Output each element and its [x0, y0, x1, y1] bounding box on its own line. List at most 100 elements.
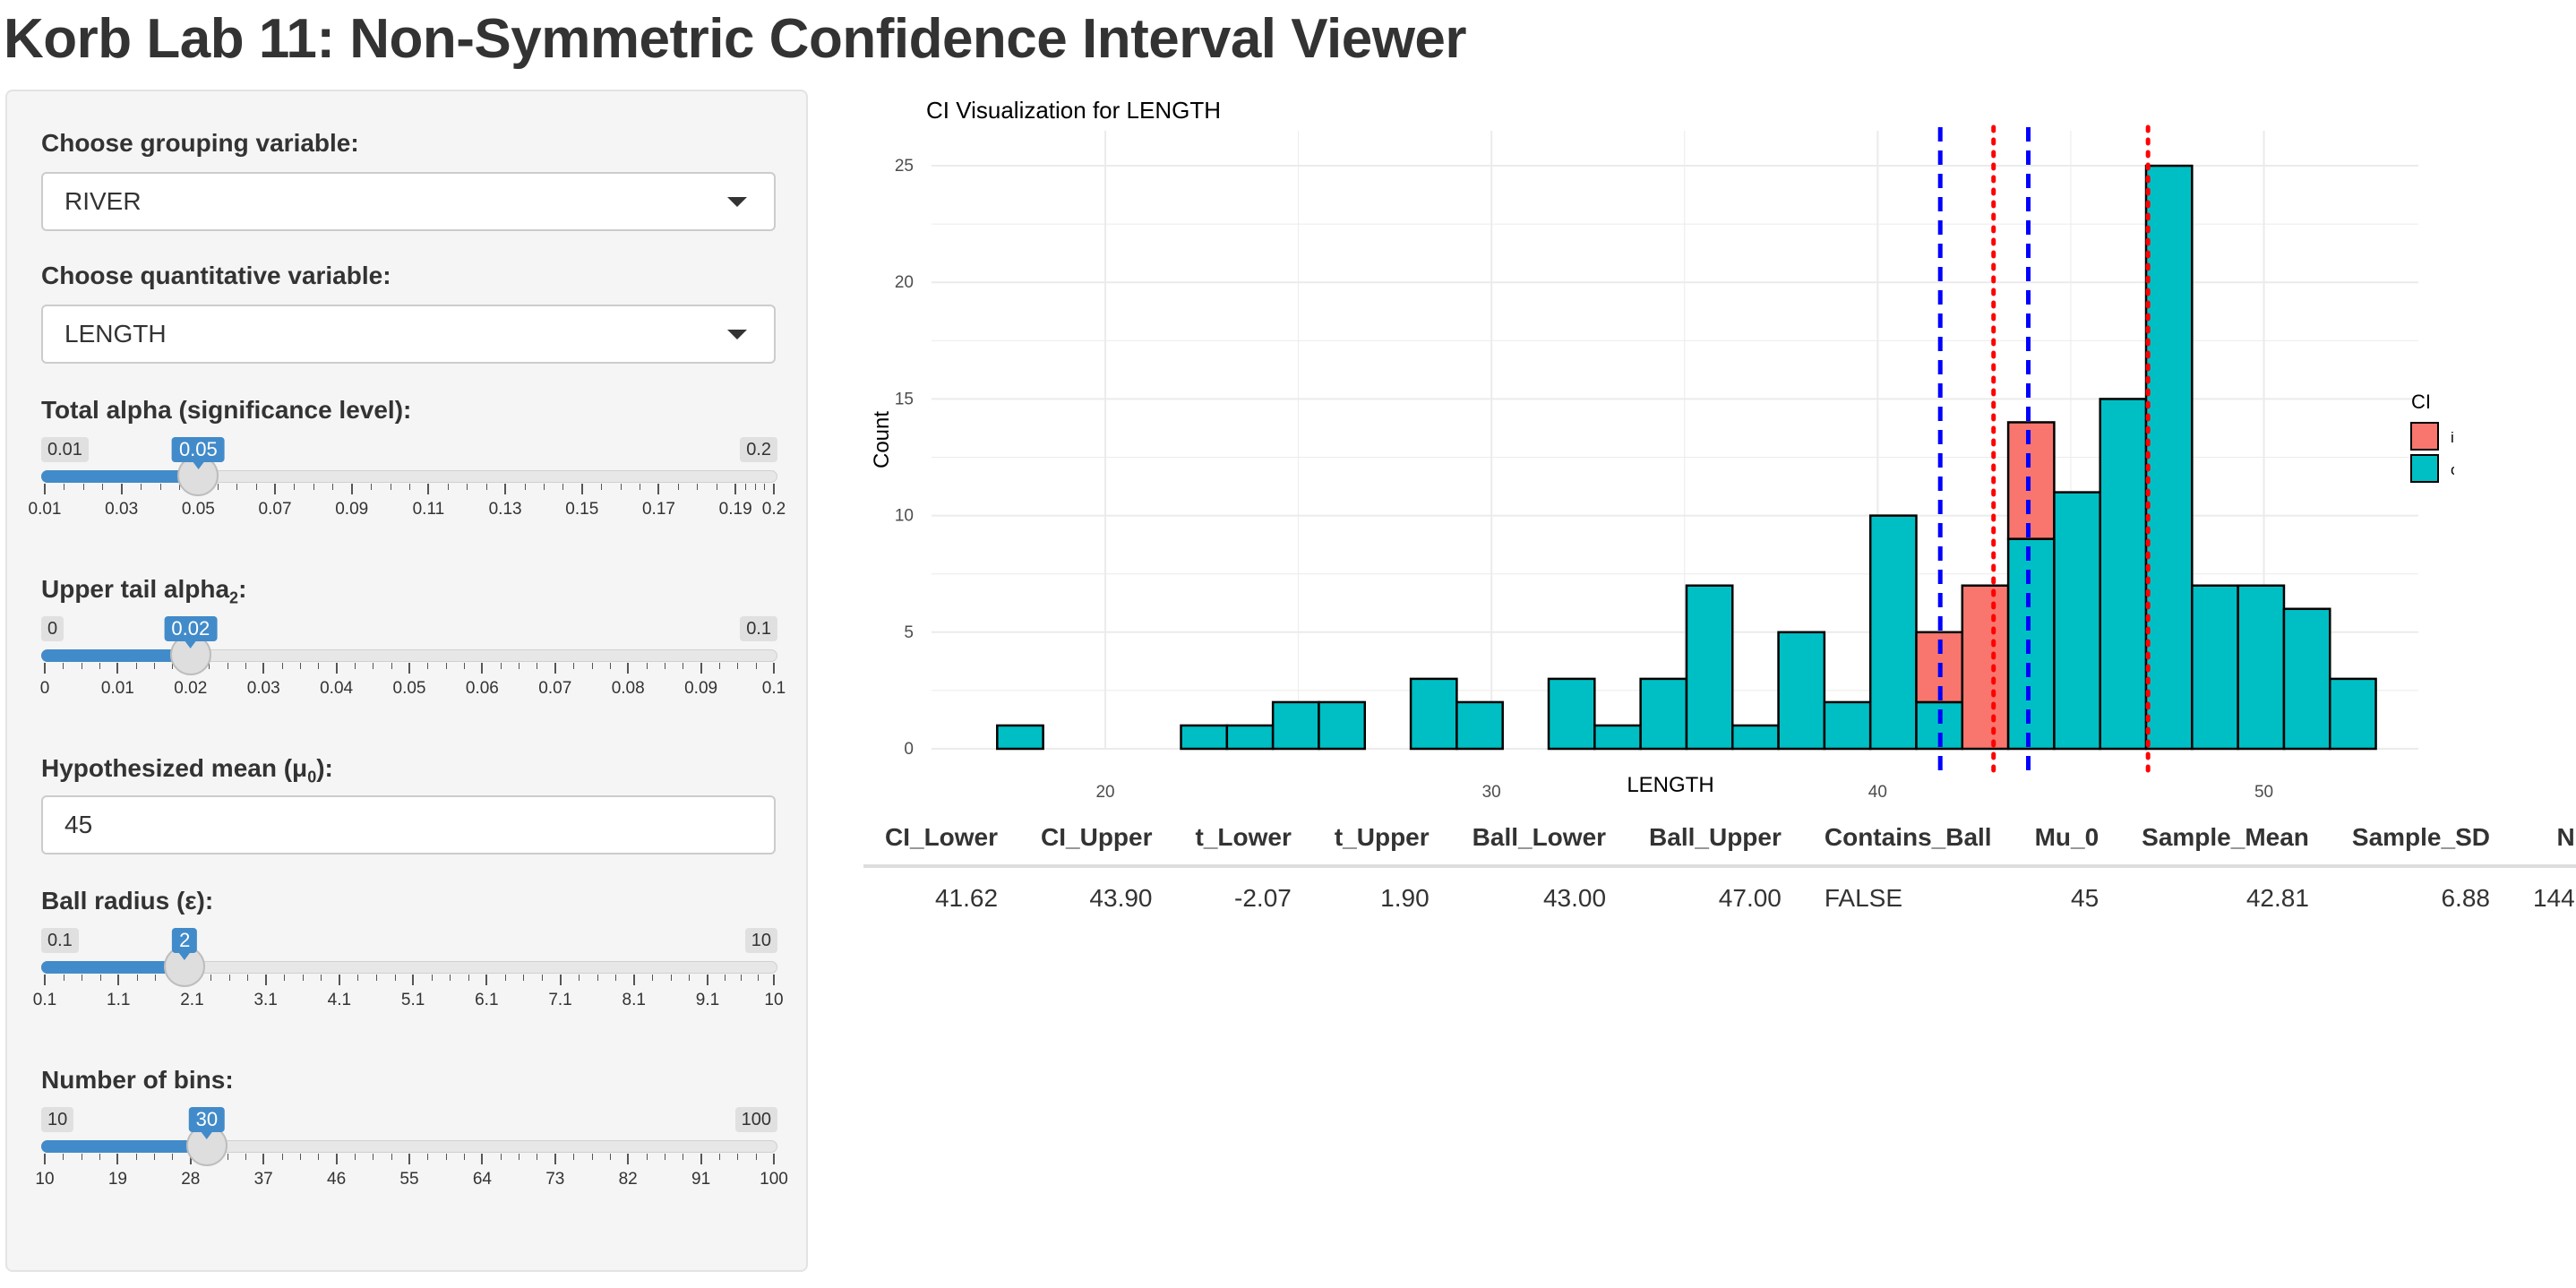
- slider-tick-label: 0.07: [538, 679, 572, 698]
- slider-tick: [700, 663, 702, 674]
- slider-tick-label: 9.1: [695, 991, 720, 1009]
- slider-minor-tick: [697, 484, 699, 490]
- slider-tick: [117, 975, 120, 985]
- slider-tick: [773, 484, 775, 494]
- histogram-bar-out: [1639, 677, 1688, 751]
- column-header: Sample_SD: [2330, 811, 2512, 868]
- slider-minor-tick: [210, 975, 211, 981]
- slider-minor-tick: [154, 1154, 156, 1160]
- slider-minor-tick: [450, 975, 451, 981]
- ball-radius-slider[interactable]: 0.1 10 0.1 1.1 2.1 3.1 4.1 5.1 6.1 7.1 8.1 9.1 10 2: [33, 928, 784, 1035]
- slider-minor-tick: [155, 975, 157, 981]
- slider-tick: [734, 484, 737, 494]
- table-cell: 43.90: [1089, 884, 1153, 912]
- histogram-bar-out: [1225, 724, 1275, 751]
- histogram-bar-out: [1180, 724, 1229, 751]
- slider-tick: [632, 975, 635, 985]
- slider-minor-tick: [245, 663, 246, 669]
- slider-tick: [408, 663, 410, 674]
- slider-minor-tick: [523, 975, 525, 981]
- slider-minor-tick: [321, 975, 322, 981]
- slider-tick: [350, 484, 353, 494]
- histogram-bar-out: [1455, 700, 1504, 751]
- slider-minor-tick: [302, 975, 304, 981]
- slider-tick-label: 91: [691, 1170, 711, 1189]
- slider-tick: [707, 975, 708, 985]
- slider-tick-label: 0: [39, 679, 50, 698]
- slider-tick: [44, 1154, 46, 1164]
- slider-tick: [338, 975, 340, 985]
- slider-minor-tick: [371, 484, 373, 490]
- total-alpha-slider[interactable]: 0.01 0.2 0.01 0.03 0.05 0.07 0.09 0.11 0.13 0.15 0…: [29, 437, 786, 545]
- slider-tick-label: 10: [35, 1170, 55, 1189]
- slider-minor-tick: [500, 663, 502, 669]
- slider-minor-tick: [394, 975, 396, 981]
- slider-minor-tick: [281, 1154, 283, 1160]
- histogram-bar-out: [1318, 700, 1367, 751]
- legend-label: out: [2451, 461, 2454, 478]
- slider-minor-tick: [431, 975, 433, 981]
- slider-minor-tick: [141, 484, 142, 490]
- slider-minor-tick: [281, 663, 283, 669]
- legend-title: CI: [2411, 391, 2431, 413]
- slider-minor-tick: [154, 663, 156, 669]
- hypothesized-mean-label: Hypothesized mean (μ0):: [41, 754, 333, 786]
- slider-minor-tick: [409, 484, 410, 490]
- slider-minor-tick: [178, 484, 180, 490]
- slider-tick-label: 6.1: [475, 991, 499, 1009]
- quantitative-variable-select[interactable]: LENGTH: [41, 305, 776, 364]
- chart-title: CI Visualization for LENGTH: [926, 97, 1221, 124]
- slider-minor-tick: [172, 1154, 174, 1160]
- table-cell: 6.88: [2441, 884, 2490, 912]
- slider-tick: [559, 975, 562, 985]
- results-table: CI_Lower CI_Upper t_Lower t_Upper Ball_Lower…: [863, 811, 2576, 929]
- x-tick-label: 20: [1095, 783, 1114, 802]
- upper-tail-alpha-slider[interactable]: 0 0.1 0 0.01 0.02 0.03 0.04 0.05 0.06 0.07 0.08 0.0…: [39, 616, 786, 724]
- slider-minor-tick: [63, 1154, 64, 1160]
- slider-tick: [427, 484, 430, 494]
- slider-minor-tick: [209, 663, 210, 669]
- slider-tick: [657, 484, 660, 494]
- slider-min-label: 10: [41, 1107, 74, 1132]
- histogram-bar-out: [1547, 677, 1596, 751]
- slider-tick-label: 46: [327, 1170, 347, 1189]
- number-of-bins-slider[interactable]: 10 100 10 19 28 37 46 55 64 73 82 91 100 30: [35, 1107, 788, 1215]
- slider-minor-tick: [754, 484, 756, 490]
- histogram-bar-out: [1777, 631, 1826, 751]
- slider-minor-tick: [579, 975, 580, 981]
- grouping-variable-select[interactable]: RIVER: [41, 172, 776, 231]
- slider-tick-label: 2.1: [180, 991, 204, 1009]
- table-cell: 43.00: [1542, 884, 1607, 912]
- results-header-row: CI_Lower CI_Upper t_Lower t_Upper Ball_Lower…: [863, 811, 2576, 868]
- slider-tick-label: 55: [399, 1170, 419, 1189]
- slider-minor-tick: [464, 663, 466, 669]
- slider-minor-tick: [764, 484, 766, 490]
- slider-minor-tick: [646, 663, 648, 669]
- slider-tick-label: 0.17: [641, 500, 675, 519]
- histogram-bar-out: [2282, 607, 2331, 751]
- slider-tick-label: 0.09: [684, 679, 718, 698]
- table-cell: 1.90: [1380, 884, 1430, 912]
- slider-minor-tick: [354, 1154, 356, 1160]
- slider-tick-label: 0.19: [718, 500, 752, 519]
- slider-max-label: 10: [744, 928, 777, 953]
- hypothesized-mean-input[interactable]: 45: [41, 795, 776, 854]
- slider-minor-tick: [467, 484, 468, 490]
- slider-tick: [335, 1154, 338, 1164]
- slider-tick: [116, 1154, 119, 1164]
- histogram-bar-in: [1961, 584, 2010, 751]
- slider-value-label: 30: [188, 1107, 226, 1139]
- x-tick-label: 50: [2254, 783, 2273, 802]
- slider-tick-label: 0.08: [611, 679, 645, 698]
- slider-minor-tick: [562, 484, 564, 490]
- slider-tick: [120, 484, 123, 494]
- slider-minor-tick: [135, 663, 137, 669]
- slider-minor-tick: [744, 484, 746, 490]
- slider-tick: [773, 663, 775, 674]
- slider-tick: [44, 663, 46, 674]
- y-tick-label: 20: [895, 273, 914, 292]
- legend-swatch: [2410, 454, 2439, 483]
- column-header: Contains_Ball: [1802, 811, 2014, 868]
- slider-tick-label: 73: [545, 1170, 565, 1189]
- slider-tick: [773, 1154, 775, 1164]
